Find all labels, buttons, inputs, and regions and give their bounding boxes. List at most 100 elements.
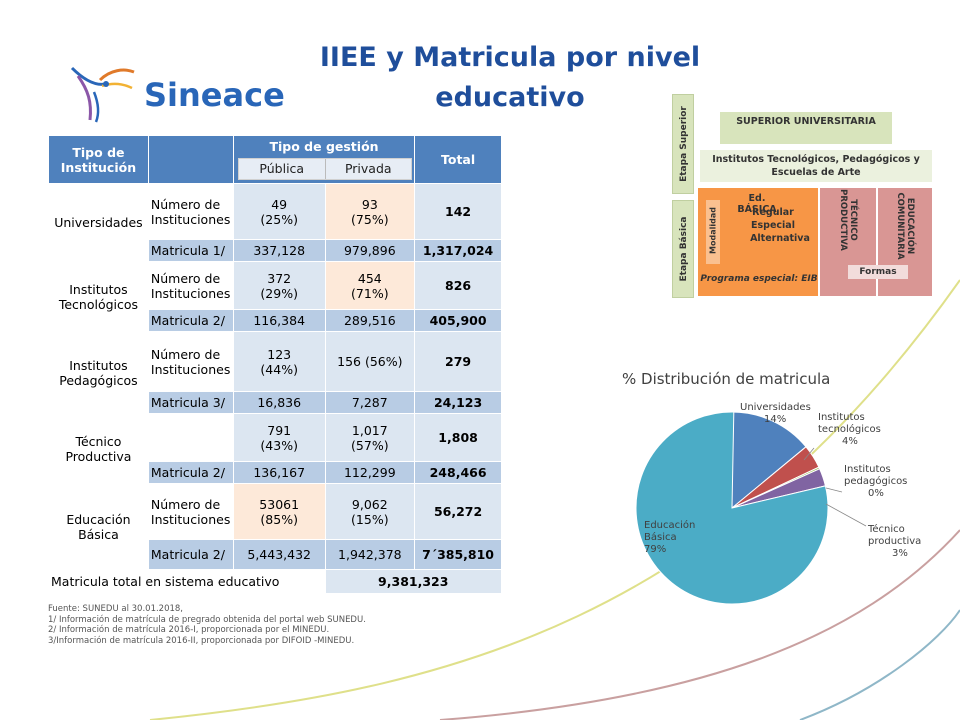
row-label bbox=[147, 413, 234, 462]
table-row: Técnico Productiva 791 (43%) 1,017 (57%) 1,… bbox=[48, 413, 502, 484]
title-line-2: educativo bbox=[435, 82, 585, 113]
regular-label: Regular bbox=[752, 207, 794, 218]
pie-slice bbox=[731, 411, 807, 510]
row-label: Número de Instituciones bbox=[147, 331, 234, 392]
institution-type: Institutos Pedagógicos bbox=[48, 331, 149, 414]
table-row: Matricula 2/116,384 289,516 405,900 bbox=[49, 309, 502, 332]
row-label: Número de Instituciones bbox=[147, 183, 234, 240]
superior-universitaria-box: SUPERIOR UNIVERSITARIA bbox=[720, 112, 892, 144]
source-note: 1/ Información de matrícula de pregrado … bbox=[48, 614, 366, 625]
publica-cell: 49 (25%) bbox=[232, 183, 326, 240]
source-notes: Fuente: SUNEDU al 30.01.2018, 1/ Informa… bbox=[48, 604, 366, 646]
publica-cell: 123 (44%) bbox=[232, 331, 326, 392]
table-row: Institutos Pedagógicos Número de Instituc… bbox=[48, 331, 502, 414]
total-cell: 826 bbox=[414, 261, 502, 310]
pie-leader-line bbox=[825, 503, 867, 527]
footer-label: Matricula total en sistema educativo bbox=[48, 569, 326, 594]
privada-cell: 112,299 bbox=[324, 461, 416, 484]
total-cell: 24,123 bbox=[414, 391, 502, 414]
pie-data-label: Universidades 14% bbox=[740, 402, 811, 425]
comunitaria-box: EDUCACIÓN COMUNITARIA bbox=[878, 188, 932, 296]
table-row: Matricula 3/16,836 7,287 24,123 bbox=[49, 391, 502, 414]
privada-cell: 9,062 (15%) bbox=[324, 483, 416, 540]
table-row: Universidades Número de Instituciones 49 (… bbox=[48, 183, 502, 262]
total-cell: 279 bbox=[414, 331, 502, 392]
pie-chart: Universidades 14% Institutos tecnológicos 4%… bbox=[635, 402, 921, 605]
pie-data-label: Técnico productiva 3% bbox=[867, 523, 921, 559]
etapa-basica-label: Etapa Básica bbox=[679, 216, 689, 282]
pie-slice bbox=[635, 411, 829, 605]
total-cell: 1,808 bbox=[414, 413, 502, 462]
pie-data-label: Educación Básica 79% bbox=[644, 519, 695, 555]
privada-cell: 7,287 bbox=[324, 391, 416, 414]
institutos-box: Institutos Tecnológicos, Pedagógicos y E… bbox=[700, 150, 932, 182]
source-note: 2/ Información de matrícula 2016-I, prop… bbox=[48, 625, 330, 635]
total-cell: 248,466 bbox=[414, 461, 502, 484]
table-row: Institutos Tecnológicos Número de Institu… bbox=[48, 261, 502, 332]
table-row: Educación Básica Número de Instituciones 5… bbox=[48, 483, 502, 570]
alternativa-label: Alternativa bbox=[750, 233, 810, 244]
publica-cell: 791 (43%) bbox=[232, 413, 326, 462]
title-line-1: IIEE y Matricula por nivel bbox=[319, 42, 701, 73]
publica-cell: 372 (29%) bbox=[232, 261, 326, 310]
comunitaria-label: EDUCACIÓN COMUNITARIA bbox=[895, 192, 915, 260]
publica-cell: 136,167 bbox=[232, 461, 326, 484]
tecnico-box: TÉCNICO PRODUCTIVA bbox=[820, 188, 876, 296]
modalidad-tag: Modalidad bbox=[706, 200, 720, 264]
pie-leader-line bbox=[825, 487, 843, 493]
page-title: IIEE y Matricula por nivel educativo bbox=[300, 38, 720, 118]
total-cell: 1,317,024 bbox=[414, 239, 502, 262]
table-row: Matricula 1/337,128 979,896 1,317,024 bbox=[49, 239, 502, 262]
bird-logo-icon bbox=[70, 66, 135, 123]
source-note: 3/Información de matrícula 2016-II, prop… bbox=[48, 635, 355, 646]
row-label: Número de Instituciones bbox=[147, 261, 234, 310]
privada-cell: 454 (71%) bbox=[324, 261, 416, 310]
sineace-logo: Sineace bbox=[66, 62, 285, 124]
footer-total: 9,381,323 bbox=[324, 569, 502, 594]
gestion-subheader: Pública Privada bbox=[238, 158, 412, 180]
publica-cell: 337,128 bbox=[232, 239, 326, 262]
tecnico-label: TÉCNICO PRODUCTIVA bbox=[838, 189, 858, 251]
formas-label: Formas bbox=[848, 265, 908, 279]
pie-data-label: Institutos tecnológicos 4% bbox=[818, 412, 881, 447]
especial-label: Especial bbox=[751, 220, 795, 231]
privada-cell: 93 (75%) bbox=[324, 183, 416, 240]
institution-type: Institutos Tecnológicos bbox=[48, 261, 149, 332]
total-cell: 405,900 bbox=[414, 309, 502, 332]
total-cell: 7´385,810 bbox=[414, 539, 502, 570]
etapa-superior-box: Etapa Superior bbox=[672, 94, 694, 194]
row-label: Número de Instituciones bbox=[147, 483, 234, 540]
pie-data-label: Institutos pedagógicos 0% bbox=[844, 464, 907, 499]
publica-cell: 16,836 bbox=[232, 391, 326, 414]
row-label: Matricula 3/ bbox=[147, 391, 234, 414]
privada-cell: 1,942,378 bbox=[324, 539, 416, 570]
education-diagram: Etapa Superior Etapa Básica SUPERIOR UNI… bbox=[672, 94, 938, 298]
publica-cell: 116,384 bbox=[232, 309, 326, 332]
institution-type: Educación Básica bbox=[48, 483, 149, 570]
institutions-table: Tipo de Institución Tipo de gestión Tota… bbox=[48, 135, 502, 594]
row-label: Matricula 2/ bbox=[147, 539, 234, 570]
modalidad-label: Modalidad bbox=[708, 207, 718, 254]
header-blank bbox=[147, 135, 234, 184]
table-row: Matricula 2/5,443,432 1,942,378 7´385,810 bbox=[49, 539, 502, 570]
header-total: Total bbox=[414, 135, 502, 184]
privada-cell: 979,896 bbox=[324, 239, 416, 262]
etapa-superior-label: Etapa Superior bbox=[679, 106, 689, 182]
publica-cell: 5,443,432 bbox=[232, 539, 326, 570]
total-cell: 142 bbox=[414, 183, 502, 240]
header-tipo: Tipo de Institución bbox=[48, 135, 149, 184]
pie-leader-line bbox=[803, 447, 815, 461]
publica-cell: 53061 (85%) bbox=[232, 483, 326, 540]
row-label: Matricula 1/ bbox=[147, 239, 234, 262]
subheader-publica: Pública bbox=[239, 159, 326, 179]
subheader-privada: Privada bbox=[344, 161, 392, 176]
privada-cell: 156 (56%) bbox=[324, 331, 416, 392]
programa-label: Programa especial: EIB bbox=[700, 274, 818, 284]
source-note: Fuente: SUNEDU al 30.01.2018, bbox=[48, 604, 184, 614]
ed-basica-label: Ed. BÁSICA bbox=[737, 193, 777, 215]
privada-cell: 289,516 bbox=[324, 309, 416, 332]
ed-basica-box: Modalidad Ed. BÁSICA Regular Especial Al… bbox=[698, 188, 818, 296]
etapa-basica-box: Etapa Básica bbox=[672, 200, 694, 298]
